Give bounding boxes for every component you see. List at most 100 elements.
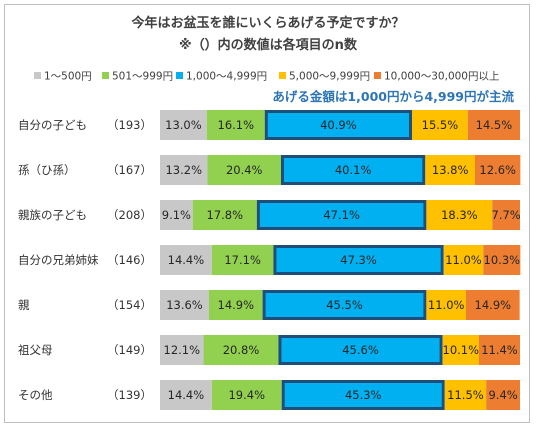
- bar-value-label: 12.6%: [479, 163, 516, 177]
- bar-segment: [262, 290, 427, 320]
- bar-segment: [475, 155, 521, 185]
- category-n: （149）: [107, 343, 152, 357]
- bar-value-label: 17.1%: [224, 253, 261, 267]
- bar-value-label: 45.6%: [342, 343, 379, 357]
- category-n: （154）: [107, 298, 152, 312]
- legend-swatch: [374, 72, 381, 79]
- category-label: 祖父母: [18, 343, 53, 357]
- category-n: （208）: [107, 208, 152, 222]
- chart-annotation: あげる金額は1,000円から4,999円が主流: [272, 89, 514, 104]
- bar-segment: [273, 245, 444, 275]
- chart-legend: 1～500円 501～999円 1,000～4,999円 5,000～9,999円 10…: [34, 71, 499, 83]
- bar-value-label: 14.5%: [476, 118, 513, 132]
- legend-label: 10,000～30,000円以上: [384, 71, 499, 83]
- bar-segment: [492, 200, 520, 230]
- bar-value-label: 45.5%: [326, 298, 363, 312]
- category-label: 孫（ひ孫）: [18, 163, 76, 177]
- bar-segment: [256, 200, 427, 230]
- bar-value-label: 14.4%: [168, 253, 205, 267]
- bar-value-label: 11.0%: [445, 253, 482, 267]
- legend-swatch: [102, 72, 109, 79]
- category-n: （146）: [107, 253, 152, 267]
- bar-value-label: 11.5%: [447, 388, 484, 402]
- bar-segment: [264, 110, 413, 140]
- category-n: （139）: [107, 388, 152, 402]
- bar-value-label: 40.9%: [320, 118, 357, 132]
- category-label: 親: [18, 298, 30, 312]
- bar-segment: [203, 335, 279, 365]
- bar-segment: [160, 290, 209, 320]
- bar-value-label: 19.4%: [228, 388, 265, 402]
- legend-label: 5,000～9,999円: [289, 71, 370, 83]
- bar-segment: [211, 245, 274, 275]
- bar-segment: [160, 200, 193, 230]
- bar-segment: [478, 335, 520, 365]
- bar-value-label: 10.3%: [484, 253, 521, 267]
- bar-segment: [206, 110, 265, 140]
- bar-segment: [211, 380, 282, 410]
- bar-value-label: 9.4%: [488, 388, 517, 402]
- bar-value-label: 14.9%: [218, 298, 255, 312]
- bar-value-label: 12.1%: [164, 343, 201, 357]
- bar-value-label: 47.1%: [323, 208, 360, 222]
- category-n: （167）: [107, 163, 152, 177]
- bar-segment: [192, 200, 257, 230]
- bar-value-label: 7.7%: [492, 208, 521, 222]
- bar-segment: [412, 110, 468, 140]
- legend-swatch: [176, 72, 183, 79]
- legend-label: 1,000～4,999円: [186, 71, 267, 83]
- bar-value-label: 11.4%: [481, 343, 518, 357]
- bar-segment: [208, 290, 263, 320]
- chart-subtitle: ※（）内の数値は各項目のn数: [179, 38, 357, 53]
- bar-value-label: 14.9%: [475, 298, 512, 312]
- bar-segment: [160, 335, 204, 365]
- bar-value-label: 13.0%: [165, 118, 202, 132]
- bar-segment: [160, 380, 212, 410]
- bar-segment: [207, 155, 281, 185]
- category-label: 自分の兄弟姉妹: [18, 253, 99, 267]
- bar-segment: [425, 155, 475, 185]
- bar-value-label: 10.1%: [443, 343, 480, 357]
- category-label: その他: [18, 388, 53, 402]
- bar-segment: [466, 290, 520, 320]
- bar-segment: [160, 245, 212, 275]
- bar-segment: [444, 380, 487, 410]
- bar-segment: [486, 380, 520, 410]
- chart-title: 今年はお盆玉を誰にいくらあげる予定ですか？: [131, 16, 405, 31]
- bar-segment: [443, 245, 484, 275]
- bar-segment: [160, 155, 208, 185]
- chart-rows: 自分の子ども （193） 13.0% 16.1% 40.9% 15.5% 14.5% 孫（ひ孫…: [18, 110, 521, 410]
- bar-value-label: 14.4%: [168, 388, 205, 402]
- bar-segment: [278, 335, 443, 365]
- category-label: 親族の子ども: [18, 208, 87, 222]
- bar-segment: [426, 290, 466, 320]
- bar-value-label: 11.0%: [428, 298, 465, 312]
- bar-value-label: 13.2%: [165, 163, 202, 177]
- category-label: 自分の子ども: [18, 118, 87, 132]
- bar-segment: [467, 110, 520, 140]
- category-n: （193）: [107, 118, 152, 132]
- bar-value-label: 18.3%: [441, 208, 478, 222]
- bar-value-label: 20.4%: [226, 163, 263, 177]
- bar-segment: [483, 245, 521, 275]
- bar-value-label: 40.1%: [335, 163, 372, 177]
- bar-value-label: 15.5%: [422, 118, 459, 132]
- legend-swatch: [279, 72, 286, 79]
- bar-value-label: 13.8%: [432, 163, 469, 177]
- legend-label: 501～999円: [112, 71, 173, 83]
- bar-segment: [426, 200, 493, 230]
- bar-value-label: 16.1%: [218, 118, 255, 132]
- legend-label: 1～500円: [44, 71, 92, 83]
- bar-segment: [280, 155, 426, 185]
- bar-value-label: 20.8%: [223, 343, 260, 357]
- bar-value-label: 47.3%: [340, 253, 377, 267]
- bar-segment: [281, 380, 445, 410]
- legend-swatch: [34, 72, 41, 79]
- bar-value-label: 17.8%: [207, 208, 244, 222]
- bar-segment: [160, 110, 207, 140]
- bar-value-label: 13.6%: [166, 298, 203, 312]
- bar-value-label: 45.3%: [345, 388, 382, 402]
- bar-segment: [442, 335, 479, 365]
- bar-value-label: 9.1%: [162, 208, 191, 222]
